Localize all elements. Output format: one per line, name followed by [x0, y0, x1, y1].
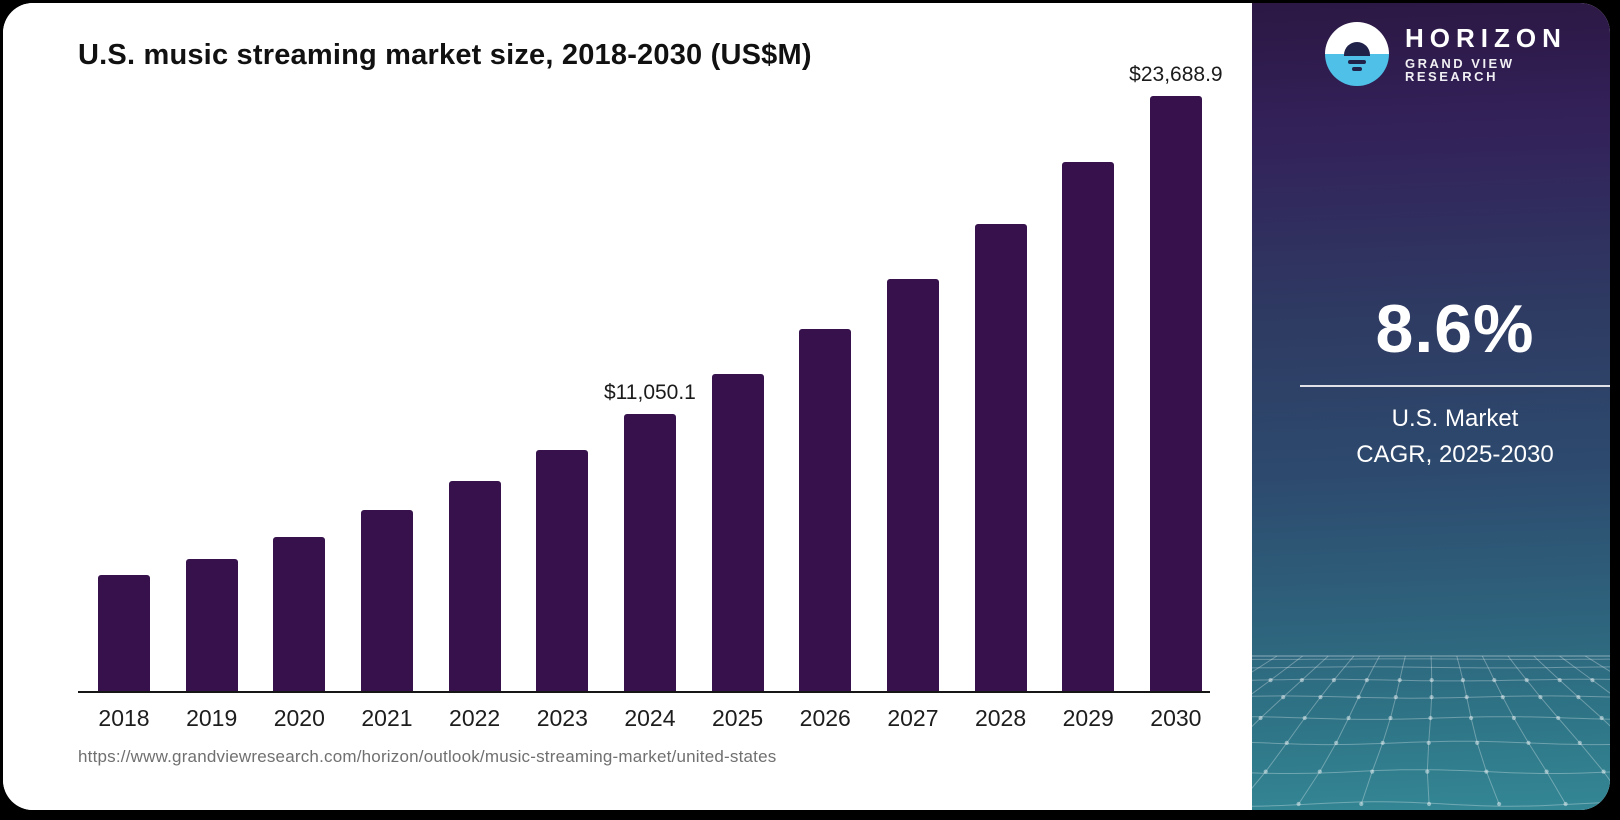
brand-text: HORIZON GRAND VIEW RESEARCH — [1405, 25, 1610, 83]
bar-column-2025: 2025 — [711, 374, 764, 731]
cagr-label-line2: CAGR, 2025-2030 — [1356, 441, 1554, 468]
logo-reflection-line — [1352, 67, 1362, 71]
bar-2030 — [1149, 96, 1202, 691]
x-axis-tick-label-2018: 2018 — [98, 705, 150, 731]
brand-tagline: GRAND VIEW RESEARCH — [1405, 56, 1515, 84]
bar-2026 — [799, 329, 852, 691]
x-axis-tick-label-2021: 2021 — [361, 705, 413, 731]
x-axis-tick-label-2027: 2027 — [887, 705, 939, 731]
bar-column-2023: 2023 — [536, 449, 589, 731]
bar-2029 — [1062, 162, 1115, 691]
bar-column-2027: 2027 — [886, 279, 939, 731]
infographic-card: U.S. music streaming market size, 2018-2… — [3, 3, 1610, 810]
x-axis-tick-label-2029: 2029 — [1062, 705, 1114, 731]
x-axis-tick-label-2020: 2020 — [273, 705, 325, 731]
bar-column-2019: 2019 — [185, 558, 238, 731]
bar-2024 — [623, 413, 676, 691]
bar-series: 2018 2019 2020 2021 2022 2023 $11,050.1 2024 202… — [78, 3, 1223, 732]
bar-value-label-2024: $11,050.1 — [604, 380, 696, 404]
bar-2025 — [711, 374, 764, 691]
sun-horizon-icon — [1325, 22, 1389, 86]
bar-column-2022: 2022 — [448, 480, 501, 731]
cagr-value: 8.6% — [1375, 291, 1535, 367]
brand-logo: HORIZON GRAND VIEW RESEARCH — [1325, 22, 1610, 86]
x-axis-tick-label-2024: 2024 — [624, 705, 676, 731]
stat-divider — [1300, 385, 1610, 387]
x-axis-tick-label-2023: 2023 — [536, 705, 588, 731]
logo-reflection-line — [1348, 60, 1366, 64]
bar-2019 — [185, 558, 238, 691]
source-url: https://www.grandviewresearch.com/horizo… — [78, 747, 777, 766]
mesh-graphic — [1252, 652, 1610, 810]
bar-2027 — [886, 279, 939, 691]
x-axis-tick-label-2022: 2022 — [449, 705, 501, 731]
x-axis-tick-label-2025: 2025 — [712, 705, 764, 731]
bar-value-label-2030: $23,688.9 — [1129, 63, 1223, 86]
bar-2028 — [974, 224, 1027, 691]
bar-column-2020: 2020 — [273, 536, 326, 731]
x-axis-tick-label-2019: 2019 — [186, 705, 238, 731]
bar-column-2018: 2018 — [98, 575, 150, 731]
chart-title: U.S. music streaming market size, 2018-2… — [78, 39, 812, 71]
bar-2018 — [98, 575, 150, 691]
bar-column-2030: $23,688.9 2030 — [1129, 63, 1222, 731]
logo-sun-shape — [1344, 42, 1370, 56]
bar-column-2026: 2026 — [799, 329, 852, 731]
bar-column-2028: 2028 — [974, 224, 1027, 731]
bar-2022 — [448, 480, 501, 691]
bar-2020 — [273, 536, 326, 691]
bar-2023 — [536, 449, 589, 691]
x-axis-tick-label-2028: 2028 — [974, 705, 1027, 731]
x-axis-line — [78, 691, 1210, 693]
bar-2021 — [360, 509, 413, 691]
cagr-stat: 8.6% U.S. Market CAGR, 2025-2030 — [1300, 295, 1610, 473]
x-axis-tick-label-2030: 2030 — [1150, 705, 1202, 731]
sidebar: HORIZON GRAND VIEW RESEARCH 8.6% U.S. Ma… — [1252, 3, 1610, 810]
bar-column-2021: 2021 — [360, 509, 413, 731]
x-axis-tick-label-2026: 2026 — [799, 705, 851, 731]
brand-name: HORIZON — [1405, 23, 1567, 53]
cagr-label-line1: U.S. Market — [1391, 405, 1519, 432]
chart-region: U.S. music streaming market size, 2018-2… — [3, 3, 1252, 810]
bar-column-2029: 2029 — [1062, 162, 1115, 731]
bar-column-2024: $11,050.1 2024 — [604, 381, 696, 732]
plot-area: 2018 2019 2020 2021 2022 2023 $11,050.1 2024 202… — [78, 3, 1223, 732]
